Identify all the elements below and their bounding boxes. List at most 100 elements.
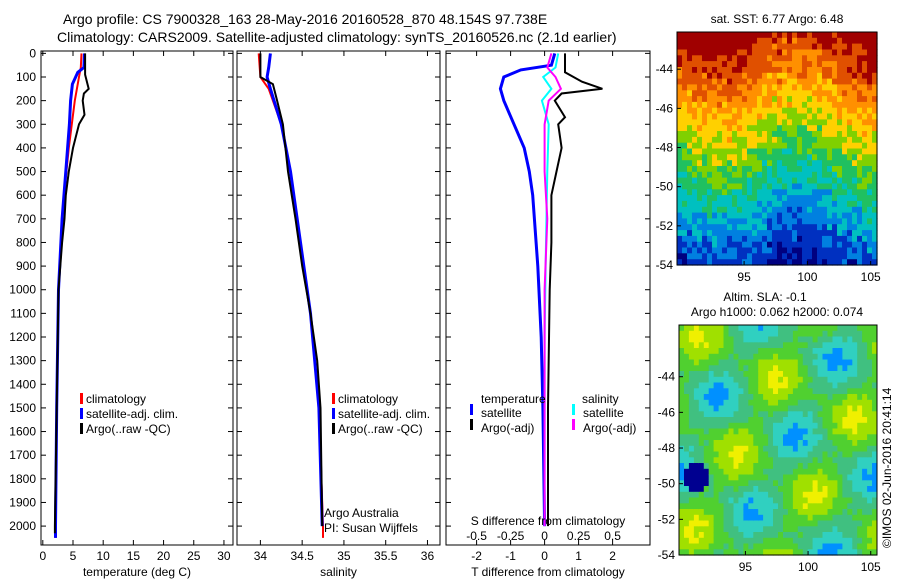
heatmap-cell: [753, 336, 759, 343]
heatmap-cell: [847, 154, 853, 161]
heatmap-cell: [748, 365, 754, 372]
heatmap-cell: [707, 206, 713, 214]
heatmap-cell: [872, 457, 878, 464]
heatmap-cell: [777, 218, 783, 225]
heatmap-cell: [817, 224, 823, 231]
heatmap-cell: [822, 549, 828, 556]
heatmap-cell: [778, 503, 784, 510]
heatmap-cell: [728, 394, 734, 401]
heatmap-cell: [707, 200, 713, 208]
heatmap-cell: [742, 253, 748, 260]
heatmap-cell: [752, 142, 758, 150]
heatmap-cell: [707, 78, 713, 85]
heatmap-cell: [692, 61, 698, 68]
heatmap-cell: [812, 113, 818, 120]
heatmap-cell: [797, 330, 804, 338]
heatmap-cell: [773, 330, 779, 338]
heatmap-cell: [782, 230, 788, 237]
heatmap-cell: [777, 259, 783, 266]
heatmap-cell: [817, 55, 823, 62]
heatmap-cell: [763, 503, 769, 510]
heatmap-cell: [807, 206, 813, 214]
heatmap-cell: [872, 532, 878, 539]
heatmap-cell: [738, 388, 744, 395]
heatmap-cell: [852, 235, 858, 243]
heatmap-cell: [783, 428, 789, 435]
heatmap-cell: [862, 142, 868, 150]
heatmap-cell: [762, 259, 768, 266]
heatmap-cell: [698, 509, 705, 516]
heatmap-cell: [787, 67, 793, 74]
x-tick-label: 100: [797, 270, 817, 284]
heatmap-cell: [797, 32, 803, 39]
heatmap-cell: [773, 411, 779, 418]
heatmap-cell: [737, 235, 743, 243]
heatmap-cell: [822, 218, 828, 225]
y-tick-label: 500: [16, 165, 36, 179]
heatmap-cell: [768, 480, 774, 487]
heatmap-cell: [708, 348, 715, 355]
heatmap-cell: [733, 325, 739, 332]
heatmap-cell: [677, 131, 683, 138]
heatmap-cell: [747, 101, 753, 109]
heatmap-cell: [767, 107, 773, 115]
heatmap-cell: [773, 549, 779, 556]
heatmap-cell: [842, 394, 848, 401]
heatmap-cell: [757, 119, 763, 126]
heatmap-cell: [802, 491, 809, 499]
heatmap-cell: [753, 411, 759, 418]
heatmap-cell: [697, 78, 703, 85]
heatmap-cell: [782, 72, 788, 80]
heatmap-cell: [733, 376, 739, 384]
heatmap-cell: [802, 125, 808, 132]
heatmap-cell: [684, 342, 690, 349]
heatmap-cell: [827, 503, 833, 510]
heatmap-cell: [807, 212, 813, 219]
heatmap-cell: [742, 183, 748, 190]
y-tick-label: -50: [656, 180, 674, 194]
heatmap-cell: [802, 526, 809, 533]
heatmap-cell: [797, 235, 803, 243]
heatmap-cell: [812, 376, 819, 384]
heatmap-cell: [738, 491, 744, 499]
heatmap-cell: [802, 520, 809, 527]
heatmap-cell: [872, 195, 878, 202]
heatmap-cell: [797, 142, 803, 150]
heatmap-cell: [684, 388, 690, 395]
heatmap-cell: [703, 491, 710, 499]
heatmap-cell: [862, 241, 868, 249]
heatmap-cell: [679, 411, 685, 418]
heatmap-cell: [757, 160, 763, 167]
heatmap-cell: [832, 61, 838, 68]
heatmap-cell: [837, 325, 843, 332]
heatmap-cell: [812, 107, 818, 115]
heatmap-cell: [712, 125, 718, 132]
heatmap-cell: [807, 359, 814, 366]
heatmap-cell: [772, 195, 778, 202]
heatmap-cell: [802, 101, 808, 109]
heatmap-cell: [807, 235, 813, 243]
heatmap-cell: [718, 394, 725, 401]
heatmap-cell: [718, 399, 725, 407]
heatmap-cell: [852, 84, 858, 91]
heatmap-cell: [727, 189, 733, 196]
heatmap-cell: [807, 224, 813, 231]
heatmap-cell: [867, 113, 873, 120]
heatmap-cell: [847, 336, 853, 343]
heatmap-cell: [762, 43, 768, 50]
heatmap-cell: [872, 422, 878, 430]
heatmap-cell: [707, 101, 713, 109]
heatmap-cell: [802, 253, 808, 260]
heatmap-cell: [797, 84, 803, 91]
heatmap-cell: [807, 457, 814, 464]
heatmap-cell: [842, 445, 848, 453]
heatmap-cell: [847, 348, 853, 355]
heatmap-cell: [767, 84, 773, 91]
heatmap-cell: [718, 422, 725, 430]
heatmap-cell: [732, 72, 738, 80]
heatmap-cell: [733, 497, 739, 504]
heatmap-cell: [768, 353, 774, 361]
heatmap-cell: [777, 142, 783, 150]
heatmap-cell: [773, 520, 779, 527]
heatmap-cell: [718, 342, 725, 349]
